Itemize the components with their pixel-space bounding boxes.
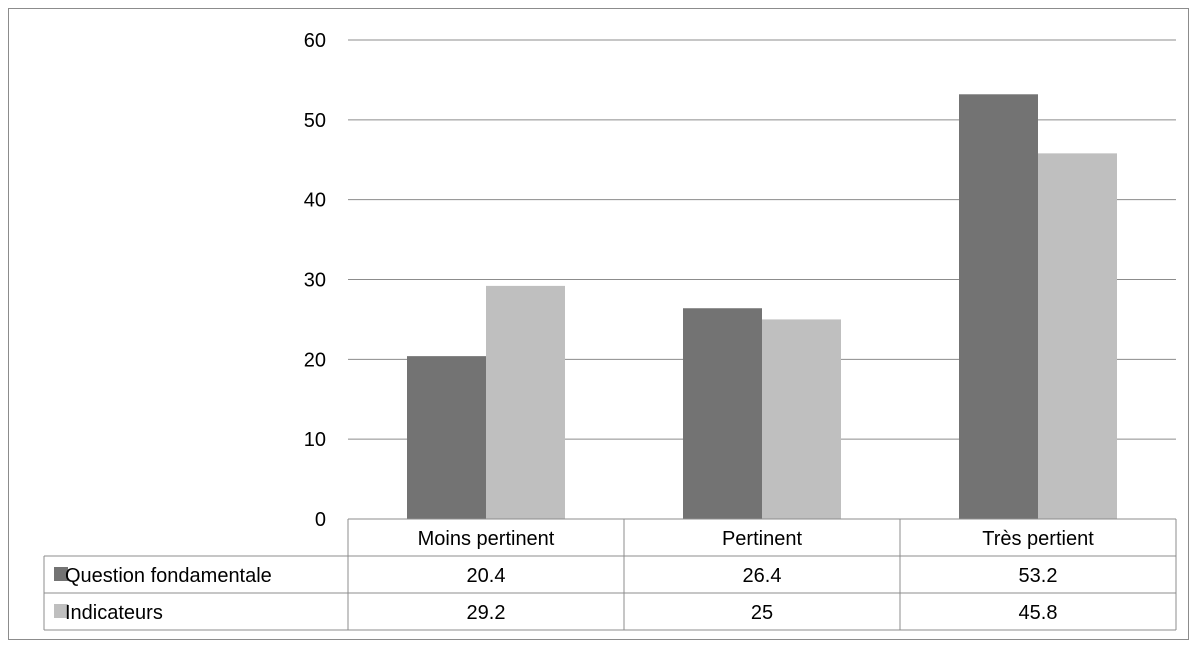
- data-table-value: 20.4: [467, 565, 506, 587]
- bar-question-fondamentale: [683, 308, 762, 519]
- data-table: Moins pertinent Pertinent Très pertient Que…: [43, 518, 1177, 631]
- y-tick-label: 10: [304, 429, 326, 451]
- y-tick-label: 40: [304, 190, 326, 212]
- legend-label: Indicateurs: [65, 602, 163, 624]
- data-table-value: 25: [751, 602, 773, 624]
- x-category-label: Très pertient: [982, 528, 1094, 550]
- bar-indicateurs: [486, 285, 565, 519]
- y-axis-ticks: 0 10 20 30 40 50 60: [304, 30, 326, 531]
- bars: [407, 94, 1117, 519]
- y-tick-label: 20: [304, 349, 326, 371]
- bar-chart: 0 10 20 30 40 50 60 Moins pertinent Pertinent Tr…: [43, 30, 1177, 631]
- legend-swatch: [54, 567, 68, 581]
- bar-indicateurs: [762, 319, 841, 519]
- data-table-value: 29.2: [467, 602, 506, 624]
- bar-question-fondamentale: [407, 356, 486, 519]
- legend-label: Question fondamentale: [65, 565, 272, 587]
- legend-swatch: [54, 604, 68, 618]
- x-category-label: Pertinent: [722, 528, 802, 550]
- y-tick-label: 50: [304, 110, 326, 132]
- data-table-value: 26.4: [743, 565, 782, 587]
- data-table-value: 45.8: [1019, 602, 1058, 624]
- chart-frame: 0 10 20 30 40 50 60 Moins pertinent Pertinent Tr…: [8, 8, 1189, 640]
- x-category-label: Moins pertinent: [418, 528, 555, 550]
- data-table-value: 53.2: [1019, 565, 1058, 587]
- bar-question-fondamentale: [959, 94, 1038, 519]
- y-tick-label: 60: [304, 30, 326, 52]
- bar-indicateurs: [1038, 153, 1117, 519]
- y-tick-label: 30: [304, 270, 326, 292]
- y-tick-label: 0: [315, 509, 326, 531]
